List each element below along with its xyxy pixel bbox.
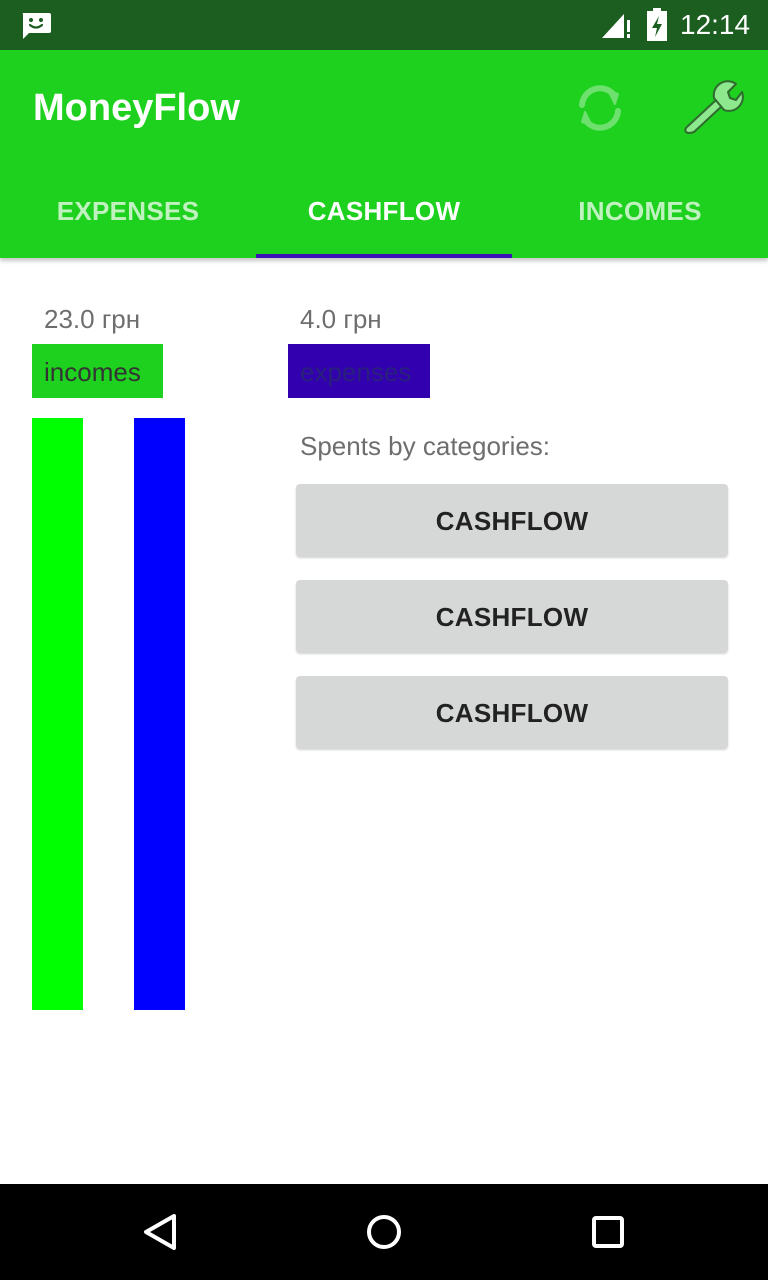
incomes-amount: 23.0 грн — [44, 304, 141, 334]
signal-icon — [602, 14, 630, 38]
app-bar: MoneyFlow EXPENSES CASHFLOW INCOMES — [0, 50, 768, 258]
message-icon — [22, 13, 51, 39]
tab-cashflow[interactable]: CASHFLOW — [307, 196, 461, 226]
app-title: MoneyFlow — [33, 87, 240, 129]
tab-bar: EXPENSES CASHFLOW INCOMES — [0, 162, 768, 258]
tab-incomes[interactable]: INCOMES — [578, 196, 702, 226]
incomes-legend-label: incomes — [32, 344, 163, 398]
recents-button[interactable] — [584, 1208, 632, 1256]
cashflow-chart — [32, 418, 192, 1010]
category-button[interactable]: CASHFLOW — [296, 580, 728, 652]
battery-icon — [647, 8, 667, 41]
tab-expenses[interactable]: EXPENSES — [56, 196, 200, 226]
back-button[interactable] — [136, 1208, 184, 1256]
bar-incomes — [32, 418, 83, 1010]
home-button[interactable] — [360, 1208, 408, 1256]
navigation-bar — [0, 1184, 768, 1280]
clock: 12:14 — [680, 9, 751, 40]
refresh-button[interactable] — [568, 76, 632, 140]
category-button[interactable]: CASHFLOW — [296, 484, 728, 556]
settings-button[interactable] — [680, 76, 744, 140]
back-icon — [144, 1214, 176, 1250]
category-button[interactable]: CASHFLOW — [296, 676, 728, 748]
status-bar: 12:14 — [0, 0, 768, 50]
home-icon — [367, 1215, 401, 1249]
bar-expenses — [134, 418, 185, 1010]
wrench-icon — [684, 80, 744, 134]
expenses-amount: 4.0 грн — [300, 304, 382, 334]
categories-title: Spents by categories: — [300, 431, 551, 461]
expenses-legend-label: expenses — [288, 344, 430, 398]
refresh-icon — [579, 85, 621, 131]
tab-indicator — [256, 254, 512, 258]
recents-icon — [592, 1216, 624, 1248]
